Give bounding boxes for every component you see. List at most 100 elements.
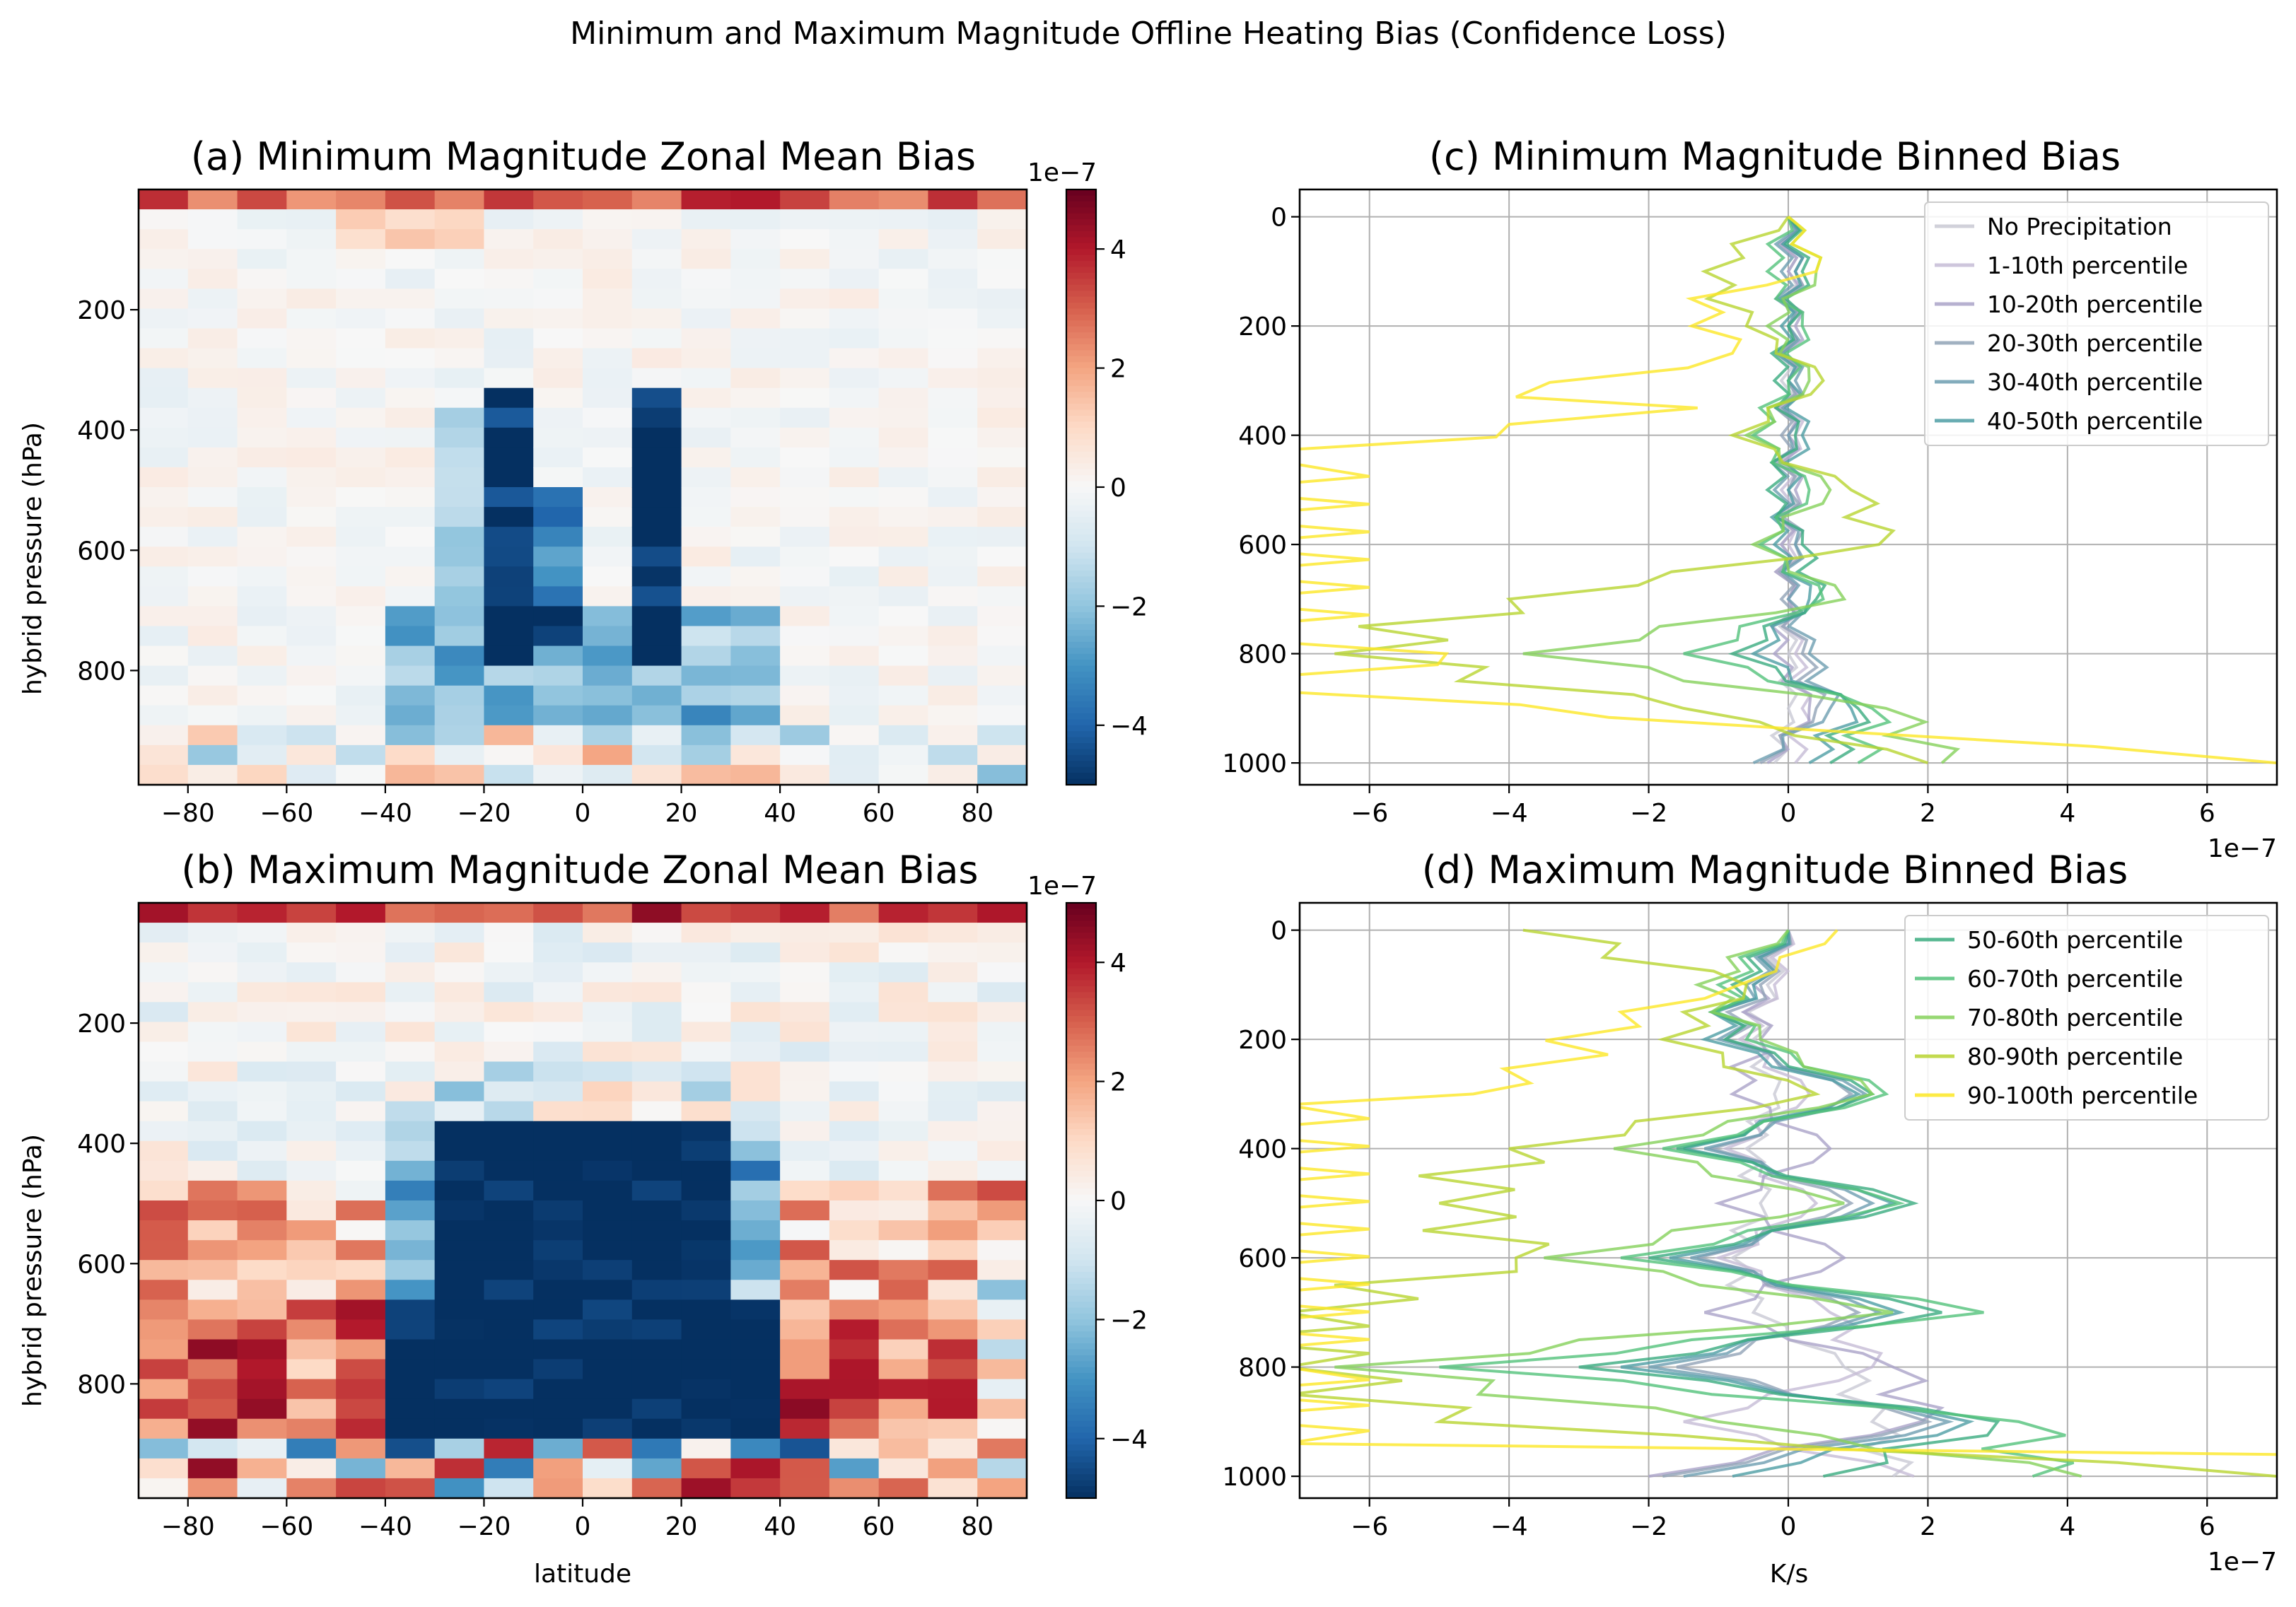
x-tick-label: 60 [863, 1512, 895, 1541]
heatmap-cell [484, 427, 534, 448]
heatmap-cell [780, 507, 830, 527]
colorbar-segment [1066, 1355, 1096, 1362]
heatmap-cell [829, 1140, 880, 1162]
heatmap-cell [139, 328, 189, 349]
heatmap-cell [484, 942, 534, 963]
heatmap-cell [434, 1160, 485, 1181]
heatmap-cell [878, 427, 929, 448]
heatmap-cell [730, 1200, 781, 1221]
heatmap-cell [533, 1022, 583, 1043]
panel-a-axes: −80 −60 −40 −20 0 20 40 60 80 200 400 600 800 [77, 296, 993, 828]
heatmap-cell [977, 566, 1027, 587]
heatmap-cell [484, 903, 534, 923]
heatmap-cell [583, 586, 633, 607]
colorbar-segment [1066, 754, 1096, 761]
y-tick-label: 800 [77, 657, 126, 686]
heatmap-cell [583, 685, 633, 706]
heatmap-cell [139, 487, 189, 508]
x-tick-label: −4 [1491, 799, 1528, 828]
colorbar-segment [1066, 385, 1096, 392]
heatmap-cell [533, 487, 583, 508]
heatmap-cell [681, 1299, 731, 1320]
colorbar-segment [1066, 588, 1096, 595]
heatmap-cell [434, 1319, 485, 1340]
colorbar-segment [1066, 1325, 1096, 1332]
colorbar-segment [1066, 296, 1096, 303]
heatmap-cell [780, 308, 830, 329]
heatmap-cell [928, 982, 978, 1003]
colorbar-segment [1066, 404, 1096, 411]
heatmap-cell [977, 1121, 1027, 1142]
heatmap-cell [434, 586, 485, 607]
heatmap-cell [139, 1121, 189, 1142]
heatmap-cell [928, 1339, 978, 1360]
heatmap-cell [385, 1299, 436, 1320]
heatmap-cell [237, 527, 287, 547]
heatmap-cell [681, 586, 731, 607]
x-tick-label: −20 [457, 1512, 511, 1541]
colorbar-segment [1066, 261, 1096, 268]
legend-label: 30-40th percentile [1987, 368, 2203, 396]
heatmap-cell [977, 368, 1027, 389]
heatmap-cell [780, 387, 830, 409]
heatmap-cell [878, 1359, 929, 1380]
heatmap-cell [730, 1418, 781, 1439]
colorbar-segment [1066, 1420, 1096, 1427]
heatmap-cell [385, 348, 436, 369]
series-line [1648, 930, 1945, 1478]
heatmap-cell [385, 1379, 436, 1400]
heatmap-cell [730, 1101, 781, 1122]
heatmap-cell [583, 507, 633, 527]
heatmap-cell [484, 1220, 534, 1241]
panel-c-series-lines [1300, 216, 2277, 765]
heatmap-cell [730, 467, 781, 488]
colorbar-segment [1066, 1087, 1096, 1094]
heatmap-cell [878, 1458, 929, 1479]
heatmap-cell [829, 606, 880, 627]
legend-label: 1-10th percentile [1987, 252, 2188, 279]
heatmap-cell [583, 725, 633, 746]
heatmap-cell [237, 685, 287, 706]
heatmap-cell [385, 903, 436, 923]
heatmap-cell [286, 1359, 337, 1380]
heatmap-cell [286, 744, 337, 766]
heatmap-cell [187, 1379, 238, 1400]
heatmap-cell [977, 348, 1027, 369]
heatmap-cell [583, 1200, 633, 1221]
heatmap-cell [928, 1458, 978, 1479]
x-tick-label: −6 [1351, 1512, 1388, 1541]
heatmap-cell [139, 1359, 189, 1380]
heatmap-cell [533, 1081, 583, 1102]
heatmap-cell [928, 566, 978, 587]
heatmap-cell [780, 1280, 830, 1300]
heatmap-cell [928, 467, 978, 488]
heatmap-cell [533, 626, 583, 647]
heatmap-cell [286, 209, 337, 230]
colorbar-segment [1066, 1147, 1096, 1154]
heatmap-cell [187, 1478, 238, 1499]
colorbar-segment [1066, 1039, 1096, 1046]
colorbar-segment [1066, 1057, 1096, 1064]
heatmap-cell [878, 1180, 929, 1201]
y-tick-label: 0 [1271, 204, 1287, 233]
colorbar-segment [1066, 415, 1096, 422]
x-tick-label: 40 [764, 799, 796, 828]
heatmap-cell [928, 1398, 978, 1420]
heatmap-cell [434, 328, 485, 349]
heatmap-cell [533, 725, 583, 746]
heatmap-cell [336, 764, 386, 785]
heatmap-cell [187, 685, 238, 706]
heatmap-cell [583, 1260, 633, 1280]
heatmap-cell [780, 685, 830, 706]
heatmap-cell [286, 507, 337, 527]
heatmap-cell [187, 982, 238, 1003]
heatmap-cell [286, 269, 337, 289]
heatmap-cell [583, 348, 633, 369]
heatmap-cell [631, 547, 682, 567]
colorbar-segment [1066, 1438, 1096, 1445]
heatmap-cell [533, 407, 583, 428]
heatmap-cell [237, 764, 287, 785]
heatmap-cell [730, 1359, 781, 1380]
heatmap-cell [385, 1398, 436, 1420]
heatmap-cell [829, 467, 880, 488]
